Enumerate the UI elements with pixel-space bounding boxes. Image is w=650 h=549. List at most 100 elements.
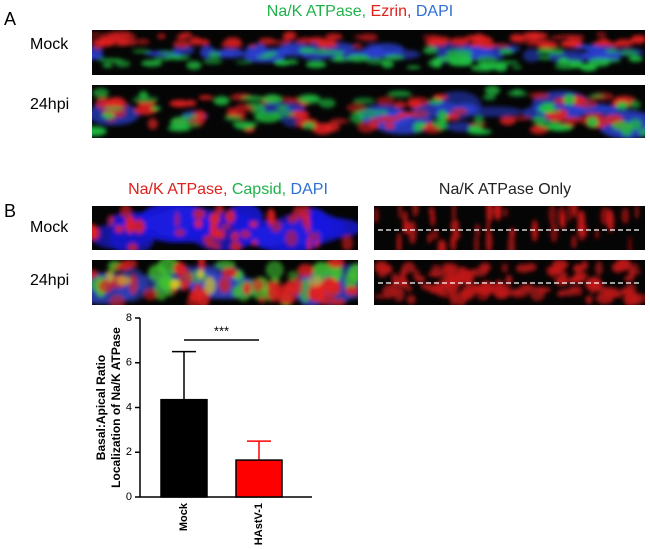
signal xyxy=(147,118,158,130)
signal xyxy=(374,293,388,300)
signal xyxy=(92,126,107,137)
signal xyxy=(400,268,407,280)
y-tick-label: 2 xyxy=(126,446,132,458)
signal xyxy=(585,295,593,305)
signal xyxy=(287,214,298,224)
signal xyxy=(416,275,426,283)
signal xyxy=(486,206,493,224)
signal xyxy=(451,107,468,115)
signal xyxy=(285,230,298,247)
signal xyxy=(406,294,416,305)
signal xyxy=(327,260,345,268)
signal xyxy=(526,262,537,272)
signal xyxy=(143,288,158,301)
signal xyxy=(189,36,202,46)
signal xyxy=(473,115,484,126)
signal xyxy=(262,94,283,104)
signal xyxy=(492,282,510,297)
signal xyxy=(515,36,537,44)
signal xyxy=(92,32,102,37)
signal xyxy=(230,231,239,241)
signal xyxy=(248,43,257,48)
signal xyxy=(574,286,583,297)
signal xyxy=(252,278,265,292)
signal xyxy=(355,108,378,119)
signal xyxy=(105,270,115,282)
signal xyxy=(282,34,294,42)
signal xyxy=(616,101,629,110)
signal xyxy=(574,271,589,280)
signal xyxy=(297,93,322,105)
signal xyxy=(448,60,473,67)
signal xyxy=(501,262,509,273)
signal xyxy=(595,292,614,305)
signal xyxy=(561,271,568,283)
signal xyxy=(482,283,491,297)
signal xyxy=(208,51,221,59)
y-tick-label: 4 xyxy=(126,401,132,413)
signal xyxy=(384,123,395,130)
signal xyxy=(387,90,412,97)
signal xyxy=(258,37,276,45)
signal xyxy=(548,206,557,226)
signal xyxy=(595,260,603,276)
signal xyxy=(589,93,605,99)
signal xyxy=(170,279,180,290)
signal xyxy=(258,296,265,304)
signal xyxy=(107,214,115,227)
signal xyxy=(164,54,182,60)
signal xyxy=(437,110,448,122)
signal xyxy=(503,207,508,218)
signal xyxy=(249,221,258,228)
signal xyxy=(537,47,555,55)
signal xyxy=(402,210,408,224)
signal xyxy=(429,98,444,105)
signal xyxy=(499,116,516,126)
signal xyxy=(493,206,502,221)
signal xyxy=(92,46,104,59)
stain-header: Na/K ATPase, Ezrin, DAPI xyxy=(267,3,453,20)
signal xyxy=(252,239,258,247)
signal xyxy=(577,210,586,230)
signal xyxy=(114,60,131,68)
micrograph-signal xyxy=(92,85,645,138)
signal xyxy=(571,235,577,249)
signal xyxy=(312,49,328,55)
micrograph-signal xyxy=(92,260,358,305)
signal xyxy=(425,39,449,47)
signal xyxy=(103,106,124,111)
signal xyxy=(407,96,430,107)
signal xyxy=(405,286,413,292)
stain-token: Na/K ATPase, xyxy=(267,3,366,20)
signal xyxy=(377,115,399,123)
signal xyxy=(153,279,169,301)
signal xyxy=(284,279,300,293)
signal xyxy=(414,122,427,128)
significance-label: *** xyxy=(214,323,229,338)
signal xyxy=(427,271,445,277)
signal xyxy=(180,281,188,292)
y-tick-label: 8 xyxy=(126,312,132,324)
signal xyxy=(450,234,456,250)
signal xyxy=(398,111,418,117)
signal xyxy=(446,49,473,58)
signal xyxy=(482,94,496,101)
signal xyxy=(256,55,269,59)
row-label: 24hpi xyxy=(30,96,69,113)
signal xyxy=(550,35,564,40)
signal xyxy=(172,40,192,48)
signal xyxy=(393,101,407,109)
signal xyxy=(213,96,230,106)
signal xyxy=(461,287,473,293)
signal xyxy=(246,101,266,109)
signal xyxy=(198,260,206,270)
signal xyxy=(380,263,389,272)
signal xyxy=(352,97,375,104)
signal xyxy=(224,37,242,46)
signal xyxy=(240,230,251,239)
signal xyxy=(276,104,289,111)
signal xyxy=(141,59,163,67)
signal xyxy=(265,260,284,279)
signal xyxy=(287,270,298,281)
signal xyxy=(468,125,483,132)
